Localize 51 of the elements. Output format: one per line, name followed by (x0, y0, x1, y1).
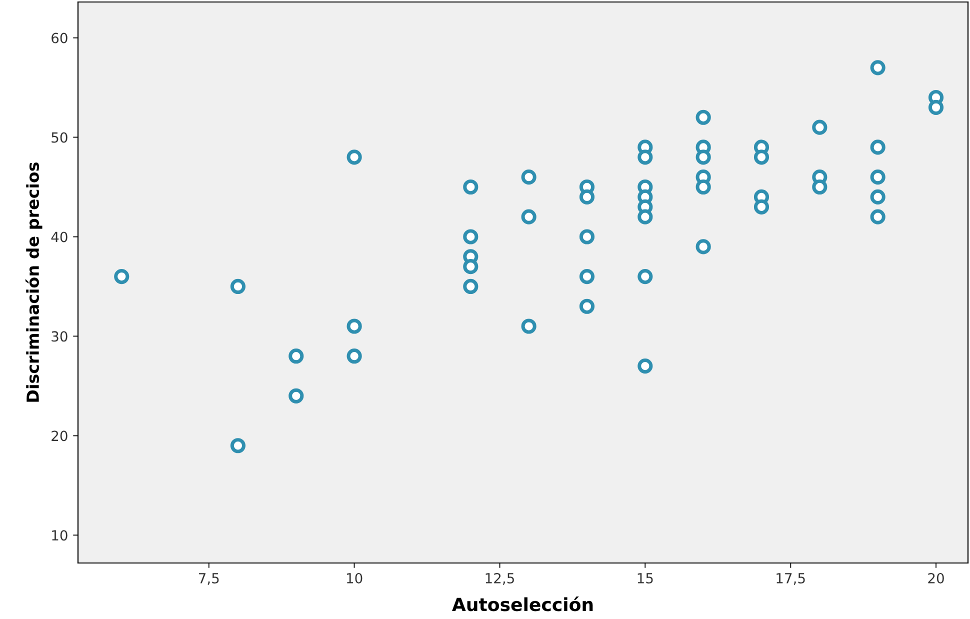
point (812, 120, 828, 135)
point (521, 318, 536, 334)
y-tick-label: 30 (52, 331, 68, 342)
point (696, 110, 711, 125)
point (230, 278, 246, 294)
point (638, 358, 653, 374)
point (579, 189, 595, 204)
y-tick-label: 40 (51, 232, 68, 242)
x-tick-label: 10 (346, 572, 362, 584)
point (638, 268, 653, 284)
point (696, 179, 711, 195)
point (870, 189, 886, 204)
y-tick-label: 50 (52, 132, 68, 143)
point (754, 150, 770, 165)
x-tick-label: 15 (638, 573, 653, 584)
point (463, 229, 478, 244)
point (521, 209, 536, 224)
point (346, 318, 362, 334)
point (870, 140, 886, 155)
x-tick-label: 20 (928, 572, 944, 584)
point (928, 100, 944, 115)
point (230, 438, 246, 454)
point (638, 150, 653, 165)
x-tick-label: 7,5 (198, 573, 219, 585)
x-tick-label: 17,5 (776, 573, 805, 585)
y-axis-title: Discriminación de precios (25, 162, 42, 402)
point (463, 259, 478, 274)
point (346, 348, 362, 364)
point (346, 150, 362, 165)
point (288, 348, 304, 364)
point (579, 229, 595, 244)
point (754, 199, 770, 214)
point (812, 179, 828, 195)
point (463, 278, 478, 294)
point (579, 298, 595, 314)
point (579, 268, 595, 284)
x-axis-title: Autoselección (452, 596, 593, 612)
point (288, 388, 304, 404)
point (114, 268, 130, 284)
point (463, 179, 478, 195)
point (870, 209, 886, 224)
y-tick-label: 20 (52, 430, 68, 442)
x-tick-label: 12,5 (486, 572, 514, 585)
y-tick-label: 10 (52, 530, 68, 541)
point (870, 170, 886, 185)
point (521, 170, 536, 185)
point (870, 60, 886, 76)
point (696, 150, 711, 165)
y-tick-label: 60 (52, 32, 68, 44)
point (638, 209, 653, 224)
point (696, 239, 711, 254)
